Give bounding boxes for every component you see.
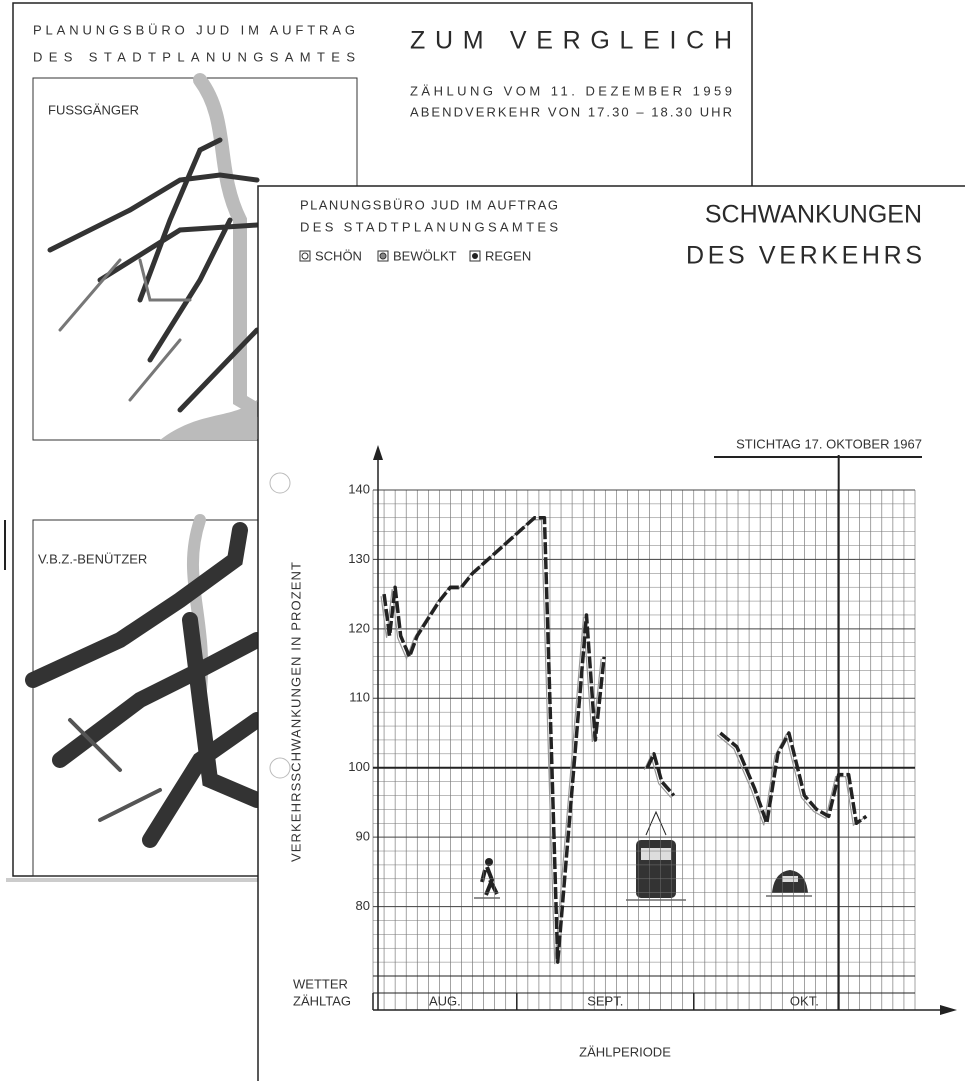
legend-symbol [299,250,311,262]
subtitle: ZÄHLUNG VOM 11. DEZEMBER 1959 [410,83,732,98]
header-line: DES STADTPLANUNGSAMTES [33,49,355,64]
y-tick-label: 120 [348,620,370,635]
y-tick-label: 100 [348,759,370,774]
front-sheet [257,185,965,1081]
y-tick-label: 140 [348,481,370,496]
punch-hole [269,757,291,779]
x-arrow [940,1005,957,1015]
pedestrian-icon [472,852,502,900]
x-axis-label: ZÄHLPERIODE [579,1044,671,1059]
map-pedestrians [47,73,264,440]
title: SCHWANKUNGEN [705,201,922,229]
legend-symbol [379,252,387,260]
header-line: DES STADTPLANUNGSAMTES [300,219,558,234]
month-label: SEPT. [587,993,623,1008]
header-line: PLANUNGSBÜRO JUD IM AUFTRAG [300,197,558,212]
y-tick-label: 110 [349,690,370,705]
map-transit [25,514,265,848]
map-label: FUSSGÄNGER [48,102,139,117]
y-arrow [373,445,383,460]
legend-label: REGEN [485,248,531,263]
data-line [382,516,868,964]
line-shadow [380,519,864,965]
subtitle: ABENDVERKEHR VON 17.30 – 18.30 UHR [410,104,732,119]
annotation: STICHTAG 17. OKTOBER 1967 [736,436,922,451]
punch-hole [269,472,291,494]
y-tick-label: 130 [348,551,370,566]
y-axis-label: VERKEHRSSCHWANKUNGEN IN PROZENT [288,562,303,862]
month-label: AUG. [429,993,461,1008]
legend-label: SCHÖN [315,248,362,263]
row-label: ZÄHLTAG [293,993,351,1008]
legend-symbol [472,253,478,259]
title: DES VERKEHRS [686,242,922,270]
legend-label: BEWÖLKT [393,248,457,263]
y-tick-label: 90 [356,829,370,844]
legend-symbol [377,250,389,262]
legend-symbol [301,252,309,260]
legend-symbol [469,250,481,262]
y-tick-label: 80 [356,898,370,913]
map-label: V.B.Z.-BENÜTZER [38,551,147,566]
month-label: OKT. [790,993,819,1008]
row-label: WETTER [293,976,348,991]
